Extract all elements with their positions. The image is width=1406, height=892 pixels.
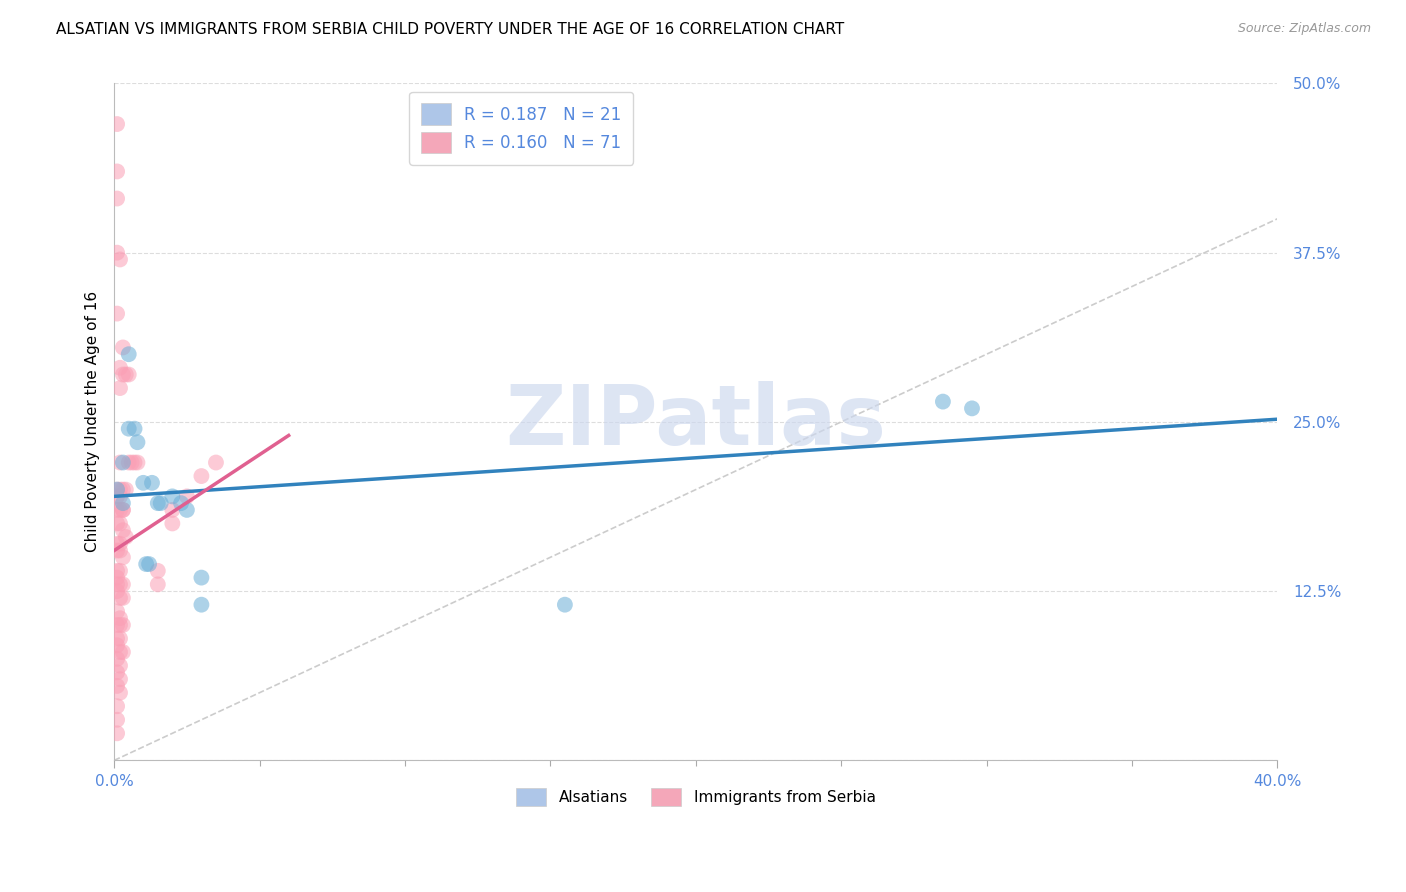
Point (146, 577, 169, 591)
Point (105, 543, 128, 558)
Point (121, 456, 143, 470)
Point (127, 435, 149, 450)
Point (108, 360, 131, 375)
Point (105, 726, 128, 740)
Point (105, 516, 128, 531)
Point (114, 530, 136, 544)
Point (149, 496, 172, 510)
Point (114, 368, 136, 382)
Point (105, 699, 128, 714)
Point (108, 686, 131, 700)
Point (118, 347, 141, 361)
Point (190, 571, 212, 585)
Point (138, 557, 160, 571)
Point (124, 422, 146, 436)
Point (132, 475, 155, 490)
Point (105, 632, 128, 646)
Point (190, 469, 212, 483)
Point (105, 503, 128, 517)
Point (111, 368, 134, 382)
Point (932, 394, 955, 409)
Point (105, 679, 128, 693)
Point (108, 564, 131, 578)
Point (105, 665, 128, 680)
Point (108, 618, 131, 632)
Point (105, 618, 128, 632)
Point (105, 537, 128, 551)
Point (105, 584, 128, 599)
Point (111, 645, 134, 659)
Point (170, 496, 193, 510)
Point (108, 632, 131, 646)
Point (190, 598, 212, 612)
Point (105, 564, 128, 578)
Point (105, 164, 128, 178)
Point (105, 489, 128, 503)
Point (111, 503, 134, 517)
Point (105, 245, 128, 260)
Point (108, 672, 131, 686)
Point (111, 483, 134, 497)
Point (124, 456, 146, 470)
Point (111, 496, 134, 510)
Point (141, 475, 163, 490)
Point (108, 252, 131, 267)
Point (108, 577, 131, 591)
Point (127, 456, 149, 470)
Point (108, 483, 131, 497)
Point (105, 483, 128, 497)
Point (108, 645, 131, 659)
Point (146, 564, 169, 578)
Point (105, 192, 128, 206)
Y-axis label: Child Poverty Under the Age of 16: Child Poverty Under the Age of 16 (86, 292, 100, 552)
Point (105, 483, 128, 497)
Point (176, 503, 198, 517)
Point (105, 307, 128, 321)
Point (176, 489, 198, 503)
Point (205, 456, 228, 470)
Point (554, 598, 576, 612)
Point (111, 550, 134, 565)
Point (114, 483, 136, 497)
Point (108, 543, 131, 558)
Point (111, 523, 134, 537)
Point (105, 638, 128, 652)
Point (105, 117, 128, 131)
Point (111, 618, 134, 632)
Point (108, 591, 131, 605)
Point (105, 713, 128, 727)
Point (111, 577, 134, 591)
Point (118, 368, 141, 382)
Point (105, 571, 128, 585)
Point (108, 381, 131, 395)
Point (108, 456, 131, 470)
Point (118, 456, 141, 470)
Text: ZIPatlas: ZIPatlas (505, 382, 886, 462)
Point (111, 456, 134, 470)
Point (105, 577, 128, 591)
Point (108, 516, 131, 531)
Point (111, 341, 134, 355)
Point (108, 611, 131, 625)
Point (105, 604, 128, 618)
Point (108, 658, 131, 673)
Point (146, 496, 169, 510)
Text: ALSATIAN VS IMMIGRANTS FROM SERBIA CHILD POVERTY UNDER THE AGE OF 16 CORRELATION: ALSATIAN VS IMMIGRANTS FROM SERBIA CHILD… (56, 22, 845, 37)
Point (105, 652, 128, 666)
Point (118, 422, 141, 436)
Point (111, 591, 134, 605)
Point (162, 489, 184, 503)
Legend: Alsatians, Immigrants from Serbia: Alsatians, Immigrants from Serbia (508, 780, 883, 814)
Point (111, 503, 134, 517)
Text: Source: ZipAtlas.com: Source: ZipAtlas.com (1237, 22, 1371, 36)
Point (162, 503, 184, 517)
Point (162, 516, 184, 531)
Point (108, 503, 131, 517)
Point (108, 537, 131, 551)
Point (960, 401, 983, 416)
Point (135, 557, 157, 571)
Point (108, 489, 131, 503)
